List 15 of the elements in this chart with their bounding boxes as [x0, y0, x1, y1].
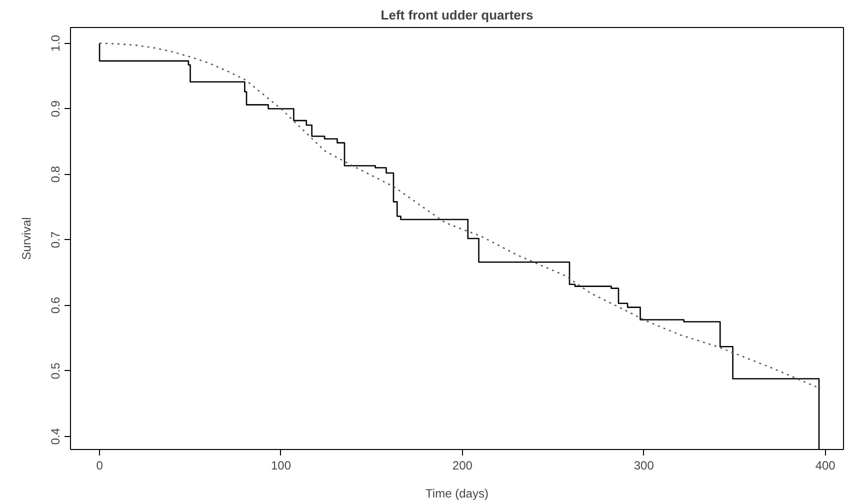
y-tick-label: 0.9 — [48, 100, 62, 118]
chart-title: Left front udder quarters — [380, 8, 534, 22]
y-tick-label: 0.5 — [48, 362, 62, 380]
y-tick-label: 0.7 — [48, 231, 62, 248]
x-tick-label: 100 — [270, 458, 292, 472]
x-tick-label: 200 — [452, 458, 473, 472]
y-tick-label: 1.0 — [48, 34, 62, 52]
x-tick-label: 400 — [815, 458, 836, 472]
x-tick-label: 300 — [634, 458, 654, 472]
y-tick-label: 0.8 — [48, 166, 62, 183]
x-axis-title: Time (days) — [426, 486, 488, 500]
x-tick-label: 0 — [96, 458, 104, 472]
y-axis-title: Survival — [20, 217, 34, 260]
y-tick-label: 0.6 — [48, 296, 62, 314]
y-tick-label: 0.4 — [48, 428, 62, 445]
